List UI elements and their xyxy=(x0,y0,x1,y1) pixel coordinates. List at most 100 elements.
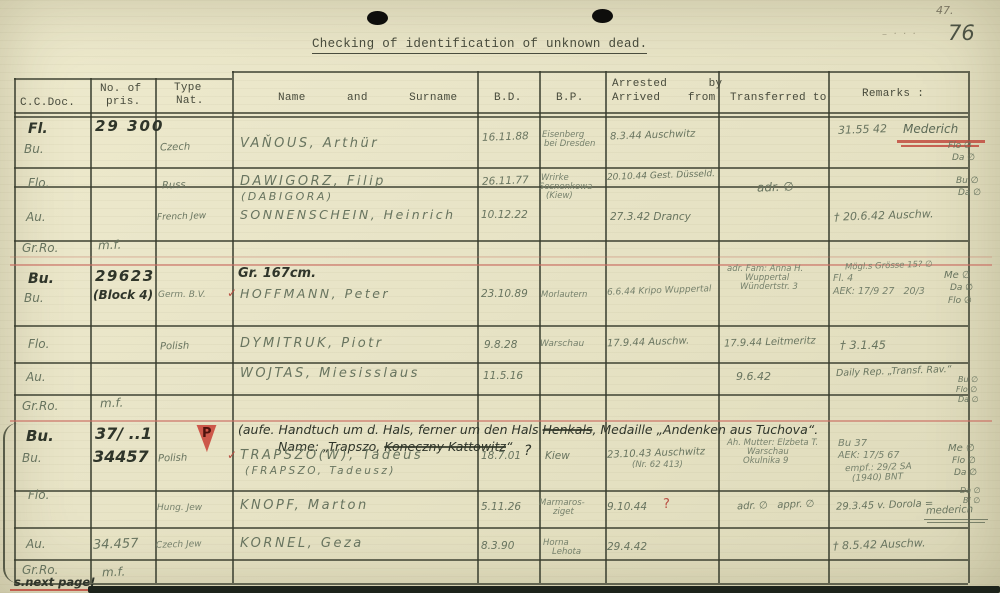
grid-line xyxy=(539,71,541,583)
grid-line xyxy=(14,490,968,492)
camp-code: Flo. xyxy=(28,488,50,502)
red-underline xyxy=(10,589,108,592)
height-note: Gr. 167cm. xyxy=(238,266,317,281)
red-underline xyxy=(897,140,985,143)
birth-date: 9.8.28 xyxy=(484,339,518,351)
birth-place: Sosnenkowa xyxy=(539,182,593,192)
block-number: (Block 4) xyxy=(93,288,154,302)
birth-place: Horna xyxy=(543,538,569,548)
name-surname: WOJTAS, Miesisslaus xyxy=(240,366,420,381)
nationality: Czech xyxy=(159,141,191,154)
grid-line xyxy=(14,240,968,242)
check-mark: Flo ∅ xyxy=(948,296,972,306)
name-surname: SONNENSCHEIN, Heinrich xyxy=(240,207,456,222)
grid-line xyxy=(14,362,968,364)
header-no-of: No. of xyxy=(100,83,142,95)
grid-line xyxy=(155,78,157,583)
remark: (1940) BNT xyxy=(851,472,904,484)
header-type: Type xyxy=(174,82,202,94)
name-surname: KNOPF, Marton xyxy=(240,498,369,513)
camp-code: Flo. xyxy=(28,176,50,190)
name-note: Name: „Trapszo, Koneczny Kattowitz“ xyxy=(278,440,512,453)
birth-date: 8.3.90 xyxy=(481,540,515,552)
transferred-info: 9.6.42 xyxy=(736,370,771,383)
check-mark: Flo ∅ xyxy=(952,456,976,466)
grid-line xyxy=(968,71,970,583)
grid-line xyxy=(14,527,968,529)
prisoner-number: 37/ ..1 xyxy=(95,424,152,443)
camp-code: Au. xyxy=(26,537,46,551)
grid-line xyxy=(14,78,232,80)
remark: Fl. 4 xyxy=(833,273,854,284)
scan-edge-strip xyxy=(88,586,1000,593)
arrested-info: 8.3.44 Auschwitz xyxy=(609,128,696,143)
birth-date: 11.5.16 xyxy=(483,370,524,382)
name-surname: DAWIGORZ, Filip xyxy=(240,174,386,189)
remark: † 3.1.45 xyxy=(840,338,886,352)
check-mark: Da ∅ xyxy=(958,188,982,198)
footer-next-page-note: s.next page! xyxy=(14,575,96,589)
grid-line xyxy=(828,71,830,583)
camp-code: Flo. xyxy=(28,337,50,351)
check-mark: Bu ∅ xyxy=(958,375,979,384)
camp-code: Bu. xyxy=(24,291,44,305)
birth-date: 26.11.77 xyxy=(481,174,529,188)
remark: 29.3.45 v. Dorola = xyxy=(835,498,934,513)
punch-hole xyxy=(592,9,613,23)
grid-line xyxy=(14,116,968,118)
birth-place: Wrirke xyxy=(541,173,569,183)
remark-red-underlined: Mederich xyxy=(903,122,959,136)
header-remarks: Remarks : xyxy=(862,88,925,100)
corner-page-number-small: 47. xyxy=(936,4,954,17)
prisoner-number: m.f. xyxy=(99,395,124,411)
header-nat: Nat. xyxy=(176,95,204,107)
birth-date: 18.7.01 xyxy=(481,450,522,462)
nationality: Germ. B.V. xyxy=(158,290,206,300)
nationality: Polish xyxy=(157,452,188,465)
remark: † 8.5.42 Auschw. xyxy=(832,536,926,553)
transferred-info: adr. ∅ xyxy=(756,179,795,195)
arrested-info: 27.3.42 Drancy xyxy=(610,211,691,223)
red-question-mark: ? xyxy=(663,497,670,512)
grid-line xyxy=(477,71,479,583)
check-mark: Bi ∅ xyxy=(963,496,981,505)
prisoner-number: m.f. xyxy=(101,564,126,580)
arrested-info: 17.9.44 Auschw. xyxy=(606,335,690,350)
name-surname: VAŇOUS, Arthür xyxy=(240,136,380,151)
remark: 31.55 42 xyxy=(837,122,888,137)
transferred-info: Ah. Mutter: Elzbeta T. xyxy=(727,438,819,448)
birth-place: Morlautern xyxy=(541,290,588,300)
note-text: „Andenken aus Tuchova“. xyxy=(656,422,819,437)
arrested-info: (Nr. 62 413) xyxy=(632,460,683,470)
header-name-surname: Name and Surname xyxy=(278,92,458,104)
red-underline xyxy=(901,145,979,147)
red-triangle-badge: P xyxy=(196,425,217,452)
prisoner-number: 29 300 xyxy=(95,117,165,135)
margin-brace xyxy=(3,423,20,583)
grid-line xyxy=(14,559,968,561)
remark: Bu 37 xyxy=(838,438,868,449)
nationality: Hung. Jew xyxy=(157,503,203,513)
birth-date: 10.12.22 xyxy=(481,209,528,221)
birth-place: ziget xyxy=(553,507,574,517)
birth-place: Kiew xyxy=(545,450,570,462)
camp-code: Gr.Ro. xyxy=(22,563,59,577)
corner-page-number-large: 76 xyxy=(948,21,975,45)
birth-place: Warschau xyxy=(540,339,585,349)
camp-code: Bu. xyxy=(26,427,54,445)
camp-code: Au. xyxy=(26,370,46,384)
nationality: Czech Jew xyxy=(155,539,202,551)
birth-place: Eisenberg xyxy=(542,130,585,140)
transferred-info: 17.9.44 Leitmeritz xyxy=(723,335,816,350)
note-text: (aufe. Handtuch um d. Hals, ferner um de… xyxy=(238,422,543,437)
birth-date: 16.11.88 xyxy=(481,130,529,144)
check-mark: Flo ∅ xyxy=(956,385,978,394)
grid-line xyxy=(14,394,968,396)
check-mark: Flo ∅ xyxy=(948,141,972,151)
name-surname: HOFFMANN, Peter xyxy=(240,286,391,301)
birth-place: Lehota xyxy=(552,547,582,557)
transferred-info: adr. Fam: Anna H. xyxy=(727,264,804,274)
remark: AEK: 17/9 27 20/3 xyxy=(833,286,925,297)
birth-place: Marmaros- xyxy=(539,498,585,508)
check-mark: Me ∅ xyxy=(948,443,975,454)
